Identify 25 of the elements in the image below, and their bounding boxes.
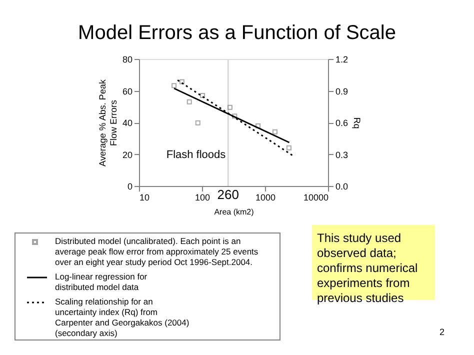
y-tick-label: 60: [122, 86, 132, 96]
text: 2: [439, 327, 445, 337]
y-tick-label: 40: [122, 118, 132, 128]
text: This study used observed data; confirms numerical experiments from previous studies: [317, 231, 418, 305]
x-tick-label: 10000: [303, 192, 328, 202]
legend-label: Distributed model (uncalibrated). Each point is an average peak flow error from approximately 25 events over an eight year study period Oct 1996-Sept.2004.: [55, 236, 258, 267]
x-tick-label: 1000: [255, 192, 276, 202]
y-tick-label: 80: [122, 54, 132, 64]
y2-tick-label: 0.3: [336, 150, 348, 160]
y2-tick-label: 1.2: [336, 54, 348, 64]
x-tick-label: 10: [140, 192, 150, 202]
y2-tick-label: 0.0: [336, 182, 348, 192]
legend-label: Scaling relationship for an uncertainty index (Rq) from Carpenter and Georgakakos (2004) (secondary axis): [55, 296, 190, 338]
chart-title: Model Errors as a Function of Scale: [78, 22, 396, 44]
x-tick-label: 100: [194, 192, 210, 202]
y-tick-label: 0: [127, 182, 132, 192]
y2-tick-label: 0.6: [336, 118, 348, 128]
ref-line-label: 260: [217, 187, 239, 202]
y-axis-title: Average % Abs. Peak Flow Errors: [97, 79, 118, 166]
y2-axis-title: Rq: [352, 117, 362, 129]
legend-label: Log-linear regression for distributed model data: [55, 272, 148, 292]
y2-tick-label: 0.9: [336, 86, 348, 96]
y-tick-label: 20: [122, 150, 132, 160]
annotation: Flash floods: [166, 149, 226, 161]
x-axis-title: Area (km2): [214, 208, 254, 216]
